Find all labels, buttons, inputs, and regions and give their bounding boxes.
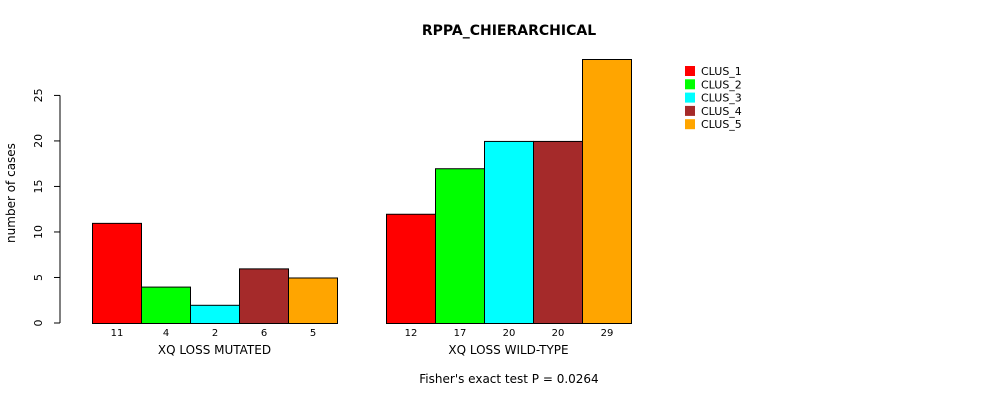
y-tick-label: 20 [32, 134, 45, 148]
y-tick-label: 10 [32, 225, 45, 239]
bar-2-clus_4 [533, 140, 583, 324]
bar-count-label: 20 [503, 328, 516, 339]
legend-label: CLUS_3 [701, 92, 742, 105]
bar-2-clus_5 [582, 59, 632, 324]
bar-1-clus_3 [190, 304, 240, 324]
bar-count-label: 11 [111, 328, 124, 339]
group-labels: XQ LOSS MUTATED XQ LOSS WILD-TYPE [158, 343, 569, 357]
y-tick-label: 5 [32, 274, 45, 281]
y-tick-label: 0 [32, 320, 45, 327]
bar-count-label: 29 [601, 328, 614, 339]
bar-count-label: 17 [454, 328, 467, 339]
legend-swatch [685, 105, 695, 116]
bars [92, 59, 632, 325]
bar-count-label: 4 [163, 328, 169, 339]
count-labels: 11 4 2 6 5 12 17 20 20 29 [111, 328, 614, 339]
bar-count-label: 20 [552, 328, 565, 339]
bar-1-clus_2 [141, 286, 191, 325]
legend-label: CLUS_2 [701, 78, 742, 91]
bar-1-clus_5 [288, 277, 338, 324]
legend-label: CLUS_5 [701, 118, 742, 131]
group-label: XQ LOSS WILD-TYPE [448, 343, 568, 357]
bar-2-clus_3 [484, 140, 534, 324]
y-axis: 0 5 10 15 20 25 [32, 88, 61, 327]
bar-2-clus_1 [386, 213, 436, 324]
group-label: XQ LOSS MUTATED [158, 343, 271, 357]
chart-title: RPPA_CHIERARCHICAL [422, 23, 596, 39]
bar-count-label: 12 [405, 328, 418, 339]
y-axis-label: number of cases [4, 143, 18, 243]
legend-swatch [685, 66, 695, 76]
y-tick-label: 25 [32, 88, 45, 102]
bar-1-clus_1 [92, 222, 142, 325]
legend-swatch [685, 119, 695, 130]
legend-label: CLUS_1 [701, 65, 742, 78]
bar-count-label: 2 [212, 328, 218, 339]
y-tick-label: 15 [32, 179, 45, 193]
legend-swatch [685, 92, 695, 103]
bar-count-label: 5 [310, 328, 316, 339]
bar-count-label: 6 [261, 328, 267, 339]
bar-2-clus_2 [435, 168, 485, 324]
bar-1-clus_4 [239, 268, 289, 324]
fisher-test-note: Fisher's exact test P = 0.0264 [419, 372, 598, 386]
legend-swatch [685, 79, 695, 90]
legend-label: CLUS_4 [701, 105, 742, 118]
